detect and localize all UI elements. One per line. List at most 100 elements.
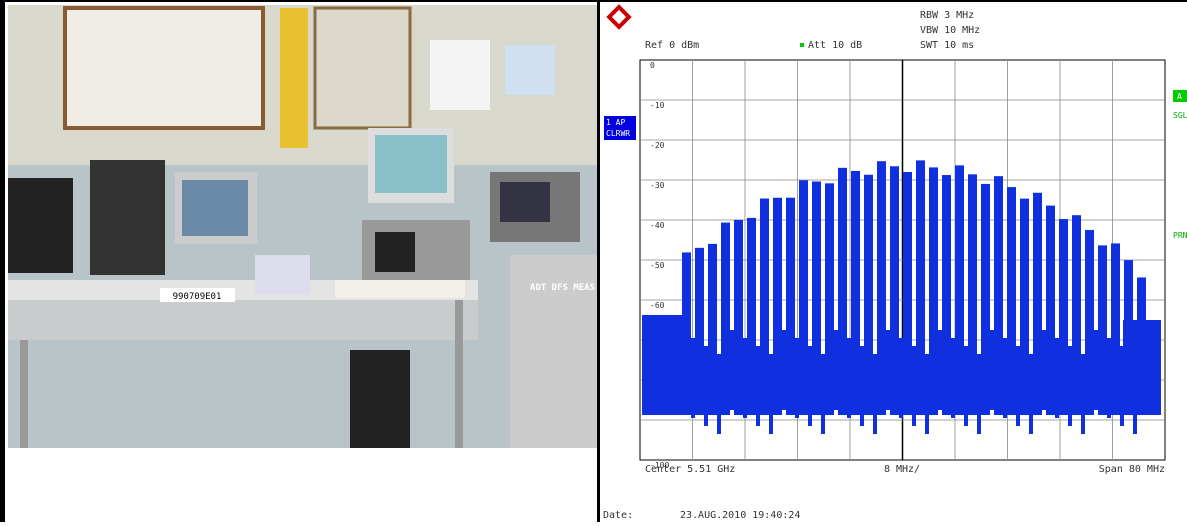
burst [1007,187,1016,415]
burst-low [1003,338,1007,418]
burst-low [769,354,773,434]
y-label: -50 [650,261,665,270]
side-prn: PRN [1173,231,1187,240]
burst-low [821,354,825,434]
burst-low [873,354,877,434]
att-indicator [800,43,804,47]
burst-low [756,346,760,426]
trace [642,160,1161,434]
y-labels: 0 -10 -20 -30 -40 -50 -60 -100 [650,61,669,470]
divider [597,0,600,522]
noise-floor [642,315,682,415]
y-label: -20 [650,141,665,150]
burst [721,222,730,415]
ref: Ref 0 dBm [645,40,699,51]
burst [812,181,821,415]
burst-low [1094,330,1098,410]
burst-low [912,346,916,426]
burst-low [938,330,942,410]
burst-low [782,330,786,410]
burst-low [860,346,864,426]
photo: 990709E01 ADT DFS MEAS [8,5,597,448]
logo [606,4,632,30]
burst [942,175,951,415]
burst-low [834,330,838,410]
burst [955,165,964,415]
date: 23.AUG.2010 19:40:24 [680,510,800,521]
burst [1033,192,1042,415]
y-label: -10 [650,101,665,110]
burst [981,183,990,415]
burst-low [1120,346,1124,426]
swt: SWT 10 ms [920,40,974,51]
burst [968,174,977,415]
trace-box [604,116,636,140]
burst-low [678,330,682,410]
burst [890,166,899,415]
burst-low [1016,346,1020,426]
burst [916,160,925,415]
burst [825,183,834,415]
burst [1098,245,1107,415]
burst-low [951,338,955,418]
att: Att 10 dB [808,40,862,51]
center: Center 5.51 GHz [645,464,735,475]
y-label: 0 [650,61,655,70]
burst [877,161,886,415]
burst-low [847,338,851,418]
burst [760,198,769,415]
burst [1137,277,1146,415]
vbw: VBW 10 MHz [920,25,980,36]
rbw: RBW 3 MHz [920,10,974,21]
burst-low [743,338,747,418]
side-a: A [1177,92,1182,101]
burst-low [808,346,812,426]
burst [1046,205,1055,415]
burst-low [1068,346,1072,426]
y-label: -100 [650,461,669,470]
burst-low [1081,354,1085,434]
burst-low [925,354,929,434]
y-label: -40 [650,221,665,230]
burst-low [990,330,994,410]
photo-label: 990709E01 [173,292,222,302]
burst [747,217,756,415]
burst [786,197,795,415]
burst [695,247,704,415]
burst-low [704,346,708,426]
burst [994,176,1003,415]
burst [1059,219,1068,415]
burst [1085,229,1094,415]
burst-low [977,354,981,434]
burst-low [717,354,721,434]
side-sgl: SGL [1173,111,1187,120]
burst [708,243,717,415]
burst [734,219,743,415]
burst-low [964,346,968,426]
analyzer: RBW 3 MHz VBW 10 MHz Ref 0 dBm Att 10 dB… [603,4,1187,521]
burst [799,180,808,415]
burst [838,167,847,415]
trace-number: 1 AP [606,118,625,127]
y-label: -60 [650,301,665,310]
burst-low [1029,354,1033,434]
burst [773,197,782,415]
burst-low [899,338,903,418]
photo-label: ADT DFS MEAS [530,283,595,293]
burst [851,170,860,415]
burst-low [886,330,890,410]
burst [1111,243,1120,415]
burst-low [1107,338,1111,418]
burst-low [730,330,734,410]
burst-low [691,338,695,418]
burst-low [795,338,799,418]
burst [929,167,938,415]
burst [1072,215,1081,415]
burst [1020,198,1029,415]
trace-mode: CLRWR [606,129,630,138]
burst-low [1055,338,1059,418]
left-border [0,0,5,522]
top-border [0,0,1187,2]
burst [1124,260,1133,415]
